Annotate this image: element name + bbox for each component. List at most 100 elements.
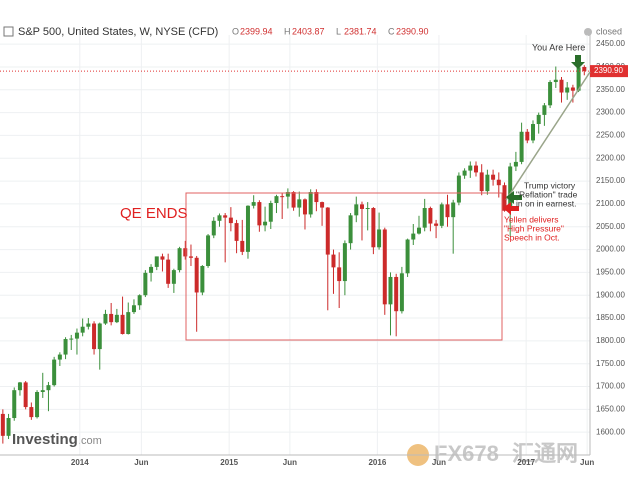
candle-body <box>29 407 34 418</box>
candle-body <box>0 413 5 436</box>
candle-body <box>86 323 91 327</box>
candle-body <box>399 273 404 312</box>
trump-note: "Reflation" trade <box>516 189 578 199</box>
x-tick-label: Jun <box>432 458 446 467</box>
ohlc-key: C <box>388 26 395 36</box>
candle-body <box>582 66 587 72</box>
candle-body <box>416 227 421 234</box>
candle-body <box>12 390 17 419</box>
y-tick-label: 2250.00 <box>596 131 625 140</box>
candle-body <box>52 359 57 386</box>
candle-body <box>109 313 114 323</box>
y-tick-label: 2000.00 <box>596 245 625 254</box>
last-price-label: 2390.90 <box>594 66 623 75</box>
candle-body <box>576 67 581 91</box>
candle-body <box>411 233 416 240</box>
trend-line <box>505 71 591 201</box>
symbol-title: S&P 500, United States, W, NYSE (CFD) <box>18 26 218 38</box>
candle-body <box>114 314 119 323</box>
candle-body <box>103 313 108 324</box>
candle-body <box>365 208 370 210</box>
candle-body <box>137 295 142 306</box>
ohlc-value: 2390.90 <box>396 26 429 36</box>
qe-label: QE ENDS <box>120 205 188 222</box>
here-label: You Are Here <box>532 42 585 52</box>
last-price-tag <box>590 65 628 78</box>
candle-body <box>405 239 410 274</box>
ohlc-key: H <box>284 26 291 36</box>
x-tick-label: 2016 <box>368 458 386 467</box>
candle-body <box>257 202 262 226</box>
candle-body <box>154 256 159 267</box>
candle-body <box>171 270 176 284</box>
y-tick-label: 1700.00 <box>596 382 625 391</box>
candle-body <box>548 82 553 106</box>
candle-body <box>342 243 347 282</box>
x-tick-label: Jun <box>134 458 148 467</box>
candle-body <box>188 256 193 258</box>
ohlc-key: O <box>232 26 239 36</box>
plot <box>0 35 590 455</box>
qe-box <box>185 192 503 341</box>
candle-body <box>394 276 399 312</box>
candle-body <box>291 192 296 208</box>
y-tick-label: 2200.00 <box>596 153 625 162</box>
candle-body <box>97 323 102 350</box>
y-tick-label: 1900.00 <box>596 290 625 299</box>
candle-body <box>40 390 45 392</box>
y-tick-label: 1800.00 <box>596 336 625 345</box>
candle-body <box>502 185 507 211</box>
candle-body <box>160 256 165 260</box>
yellen-note: "High Pressure" <box>504 223 564 233</box>
candle-body <box>149 266 154 273</box>
candle-body <box>23 382 28 408</box>
status: closed <box>596 26 622 36</box>
candle-body <box>479 172 484 192</box>
candle-body <box>177 248 182 271</box>
ohlc-key: L <box>336 26 341 36</box>
candle-body <box>434 223 439 226</box>
candle-body <box>280 196 285 198</box>
candle-body <box>92 323 97 350</box>
y-tick-label: 2100.00 <box>596 199 625 208</box>
candle-body <box>320 202 325 208</box>
candle-body <box>194 257 199 293</box>
candle-body <box>6 418 11 436</box>
candle-body <box>570 87 575 91</box>
candle-body <box>382 229 387 305</box>
candle-body <box>354 204 359 216</box>
y-tick-label: 2350.00 <box>596 85 625 94</box>
candle-body <box>359 204 364 209</box>
candle-body <box>485 174 490 192</box>
logo: Investing <box>12 431 78 448</box>
candle-body <box>240 240 245 252</box>
candle-body <box>217 215 222 221</box>
candle-body <box>371 208 376 248</box>
candle-body <box>74 332 79 339</box>
candle-body <box>331 254 336 268</box>
candle-body <box>439 204 444 226</box>
y-tick-label: 1850.00 <box>596 313 625 322</box>
candle-body <box>508 166 513 211</box>
candle-body <box>422 208 427 228</box>
candle-body <box>473 165 478 173</box>
y-tick-label: 2300.00 <box>596 108 625 117</box>
candle-body <box>228 217 233 224</box>
candle-body <box>525 131 530 141</box>
candle-body <box>496 179 501 186</box>
y-tick-label: 1950.00 <box>596 268 625 277</box>
x-tick-label: 2015 <box>220 458 238 467</box>
candle-body <box>302 199 307 215</box>
watermark: FX678 <box>434 441 499 466</box>
candle-body <box>308 192 313 215</box>
ohlc-value: 2403.87 <box>292 26 325 36</box>
x-tick-label: 2014 <box>71 458 89 467</box>
candle-body <box>325 207 330 255</box>
candle-body <box>491 174 496 180</box>
candle-body <box>337 267 342 282</box>
candle-body <box>388 276 393 305</box>
candle-body <box>462 170 467 176</box>
candle-body <box>530 124 535 141</box>
